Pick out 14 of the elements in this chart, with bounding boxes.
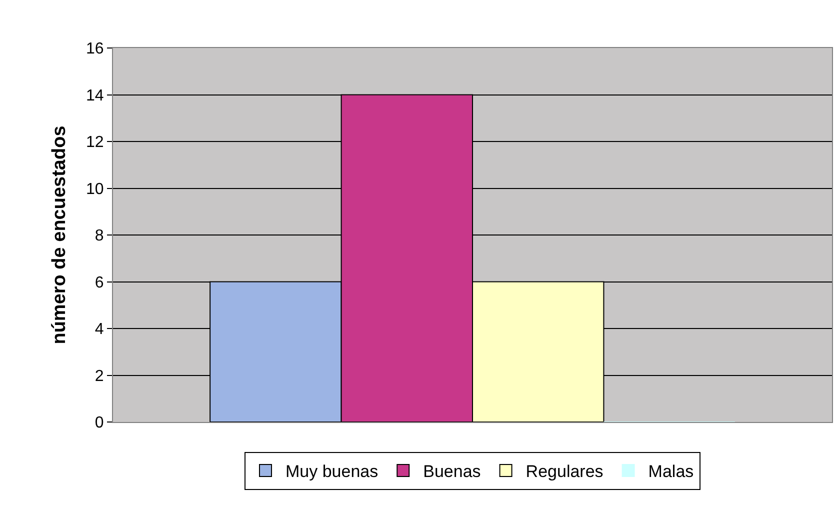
y-tick-label: 0 <box>94 414 104 432</box>
y-tick-label: 8 <box>94 228 104 245</box>
y-tick-label: 4 <box>94 321 104 338</box>
y-axis-title: número de encuestados <box>48 126 70 344</box>
y-tick-label: 16 <box>86 40 104 58</box>
legend-label: Regulares <box>526 462 604 482</box>
legend-label: Buenas <box>423 462 481 482</box>
y-tick-label: 10 <box>86 180 104 198</box>
legend-label: Malas <box>648 462 694 482</box>
y-tick-label: 12 <box>86 134 104 152</box>
y-tick-label: 2 <box>94 368 104 385</box>
y-tick-label: 6 <box>94 274 104 292</box>
legend-label: Muy buenas <box>286 462 378 482</box>
y-tick-label: 14 <box>86 87 104 104</box>
